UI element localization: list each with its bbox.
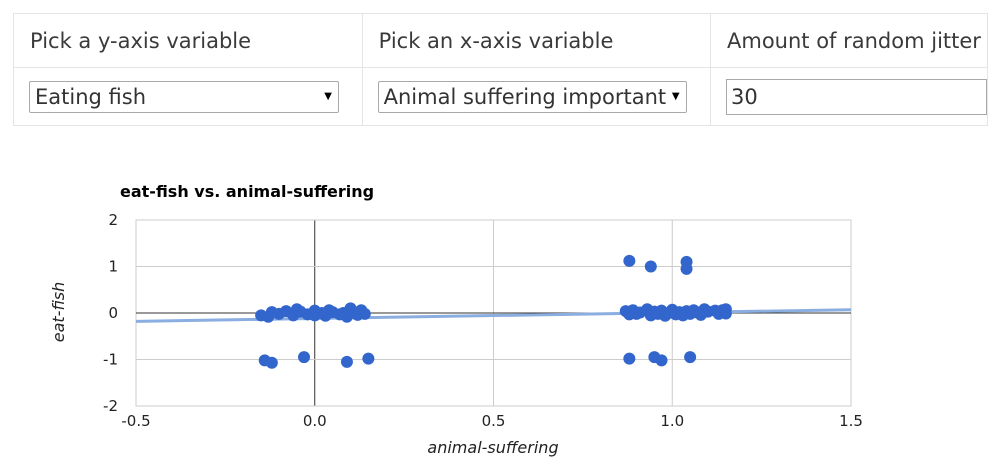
x-tick-label: 1.0 (660, 412, 684, 430)
chart-title: eat-fish vs. animal-suffering (120, 182, 374, 201)
data-point (298, 351, 311, 364)
x-axis-select[interactable]: Animal suffering important ▼ (377, 80, 687, 113)
x-tick-label: 0.0 (303, 412, 327, 430)
dropdown-arrow-icon: ▼ (671, 90, 680, 102)
y-tick-label: -2 (103, 397, 118, 415)
data-point (265, 356, 278, 369)
data-point (644, 260, 657, 273)
trendline (135, 308, 852, 323)
x-tick-label: 0.5 (482, 412, 506, 430)
data-point (340, 355, 353, 368)
data-point (680, 262, 693, 275)
data-point (362, 352, 375, 365)
y-axis-select-value: Eating fish (35, 84, 146, 109)
x-axis-select-value: Animal suffering important (383, 84, 667, 109)
data-point (684, 351, 697, 364)
y-tick-label: 2 (108, 211, 118, 229)
scatter-chart: eat-fish vs. animal-suffering -0.5 0.0 0.5… (49, 182, 863, 457)
data-point (358, 307, 371, 320)
data-point (719, 307, 732, 320)
data-point (655, 354, 668, 367)
y-axis-label: eat-fish (49, 282, 68, 343)
x-axis-heading: Pick an x-axis variable (361, 13, 712, 68)
y-axis-select[interactable]: Eating fish ▼ (29, 80, 339, 113)
controls-table: Pick a y-axis variable Pick an x-axis va… (13, 13, 988, 126)
y-tick-label: -1 (103, 351, 118, 369)
data-point (623, 352, 636, 365)
jitter-heading: Amount of random jitter (710, 13, 988, 68)
y-axis-heading: Pick a y-axis variable (13, 13, 363, 68)
x-tick-label: 1.5 (839, 412, 863, 430)
x-axis-label: animal-suffering (427, 438, 558, 457)
tick-labels: -0.5 0.0 0.5 1.0 1.5 -2 -1 0 1 2 (103, 211, 863, 430)
data-point (623, 254, 636, 267)
y-tick-label: 0 (108, 304, 118, 322)
y-tick-label: 1 (108, 258, 118, 276)
data-points (255, 254, 732, 369)
x-tick-label: -0.5 (121, 412, 150, 430)
grid-lines (135, 219, 852, 407)
dropdown-arrow-icon: ▼ (324, 90, 332, 102)
jitter-input[interactable]: 30 (726, 78, 987, 115)
